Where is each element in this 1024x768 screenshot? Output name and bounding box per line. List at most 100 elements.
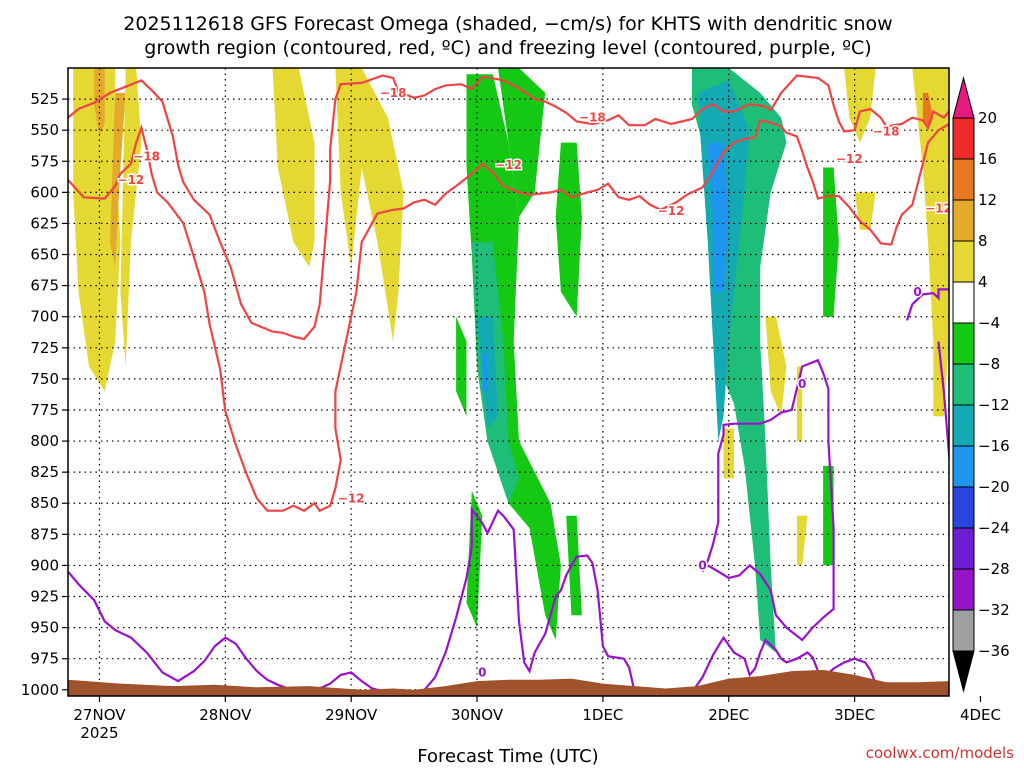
- colorbar-label: 4: [978, 273, 988, 291]
- y-tick-label: 825: [30, 463, 59, 481]
- svg-text:−18: −18: [380, 86, 407, 100]
- chart-title-line1: 2025112618 GFS Forecast Omega (shaded, −…: [123, 13, 892, 35]
- purple-contour-label: 0: [796, 375, 807, 392]
- x-axis-label: Forecast Time (UTC): [417, 746, 598, 767]
- omega-region-24: [844, 68, 876, 143]
- colorbar-bin: [952, 609, 975, 652]
- colorbar-bin: [952, 363, 975, 406]
- y-tick-label: 700: [30, 308, 59, 326]
- purple-contour-2: [905, 288, 949, 321]
- x-tick-label: 2DEC: [708, 706, 749, 724]
- colorbar-top-arrow: [952, 76, 975, 119]
- purple-contour-0: [68, 506, 918, 695]
- colorbar-bin: [952, 445, 975, 488]
- y-tick-label: 975: [30, 650, 59, 668]
- omega-region-4: [272, 68, 315, 267]
- y-tick-label: 600: [30, 183, 59, 201]
- colorbar-bin: [952, 568, 975, 611]
- red-contour-label: −12: [494, 156, 524, 173]
- red-contour-label: −18: [378, 84, 408, 101]
- colorbar-label: −24: [978, 519, 1010, 537]
- x-tick-label: 27NOV: [73, 706, 126, 724]
- red-contour-label: −18: [578, 109, 608, 126]
- colorbar-label: 8: [978, 232, 988, 250]
- terrain-area: [68, 669, 949, 696]
- y-tick-label: 1000: [21, 681, 59, 699]
- red-contour-label: −12: [336, 490, 366, 507]
- red-contour-label: −12: [924, 200, 952, 217]
- omega-region-12: [482, 354, 488, 392]
- svg-text:−12: −12: [925, 202, 952, 216]
- red-contour-m12: [68, 118, 949, 513]
- colorbar-label: −12: [978, 396, 1010, 414]
- colorbar-label: −32: [978, 601, 1010, 619]
- y-tick-label: 800: [30, 432, 59, 450]
- red-contour-label: −12: [116, 171, 146, 188]
- omega-region-26: [912, 68, 949, 417]
- x-tick-sublabel: 2025: [80, 724, 118, 742]
- colorbar-bottom-arrow: [952, 650, 975, 693]
- purple-contour-3: [937, 341, 949, 467]
- x-tick-label: 1DEC: [582, 706, 623, 724]
- svg-text:−12: −12: [658, 204, 685, 218]
- omega-region-23: [796, 515, 808, 566]
- y-axis-ticks: 525 550 575 600 625 650 675 700 725 750 775 800 825 8…: [21, 90, 68, 699]
- purple-contour-label: 0: [912, 283, 923, 300]
- colorbar-bin: [952, 322, 975, 365]
- y-tick-label: 675: [30, 277, 59, 295]
- svg-text:0: 0: [913, 285, 921, 299]
- x-tick-label: 28NOV: [199, 706, 252, 724]
- colorbar-bin: [952, 199, 975, 242]
- svg-text:0: 0: [698, 558, 706, 572]
- svg-text:−12: −12: [836, 152, 863, 166]
- omega-region-18: [823, 167, 839, 317]
- svg-text:−18: −18: [579, 111, 606, 125]
- svg-text:0: 0: [478, 665, 486, 679]
- colorbar-bin: [952, 240, 975, 283]
- svg-text:0: 0: [798, 377, 806, 391]
- svg-text:−12: −12: [118, 173, 145, 187]
- colorbar-label: 20: [978, 109, 997, 127]
- colorbar-bin: [952, 404, 975, 447]
- colorbar: 20 16 12 8 4 −4 −8 −12 −16 −20 −24 −28 −32 −36: [952, 76, 1010, 693]
- terrain-fill: [68, 669, 949, 696]
- y-tick-label: 925: [30, 588, 59, 606]
- dgz-contours: −18 −12 −18 −12 −18 −12 −12 −18 −12 −12: [68, 74, 952, 513]
- red-contour-label: −18: [132, 148, 162, 165]
- omega-region-6: [466, 74, 561, 640]
- y-tick-label: 875: [30, 525, 59, 543]
- red-contour-label: −18: [871, 123, 901, 140]
- y-tick-label: 850: [30, 494, 59, 512]
- omega-region-0: [73, 68, 121, 392]
- y-tick-label: 625: [30, 214, 59, 232]
- y-tick-label: 650: [30, 246, 59, 264]
- svg-text:−18: −18: [133, 149, 160, 163]
- purple-contour-1: [701, 358, 835, 642]
- colorbar-label: 12: [978, 191, 997, 209]
- colorbar-label: −8: [978, 355, 1000, 373]
- x-tick-label: 4DEC: [960, 706, 1001, 724]
- y-tick-label: 775: [30, 401, 59, 419]
- omega-region-20: [765, 316, 787, 417]
- y-tick-label: 725: [30, 339, 59, 357]
- red-contour-m18: [68, 74, 949, 341]
- x-tick-label: 29NOV: [325, 706, 378, 724]
- purple-contour-label: 0: [477, 664, 488, 681]
- colorbar-bin: [952, 158, 975, 201]
- red-contour-label: −12: [834, 150, 864, 167]
- colorbar-bin: [952, 281, 975, 324]
- colorbar-label: 16: [978, 150, 997, 168]
- freezing-level-contours: 00000: [68, 283, 949, 695]
- colorbar-label: −20: [978, 478, 1010, 496]
- omega-region-5: [335, 68, 404, 342]
- y-tick-label: 575: [30, 152, 59, 170]
- svg-text:−12: −12: [495, 158, 522, 172]
- y-tick-label: 750: [30, 370, 59, 388]
- y-tick-label: 900: [30, 556, 59, 574]
- plot-frame: [67, 67, 950, 697]
- x-tick-label: 3DEC: [834, 706, 875, 724]
- y-tick-label: 550: [30, 121, 59, 139]
- svg-text:−12: −12: [338, 491, 365, 505]
